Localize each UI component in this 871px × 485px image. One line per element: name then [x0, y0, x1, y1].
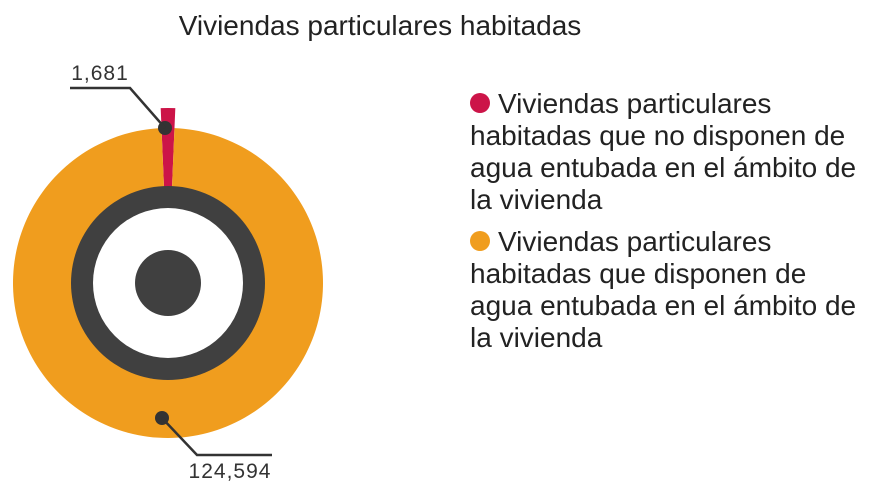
legend-swatch — [470, 231, 490, 251]
value-label: 1,681 — [71, 62, 129, 85]
legend-item: Viviendas particulares habitadas que no … — [470, 88, 865, 216]
legend-label: Viviendas particulares habitadas que no … — [470, 88, 857, 215]
value-label: 124,594 — [189, 460, 272, 483]
leader-line — [161, 417, 272, 457]
legend-item: Viviendas particulares habitadas que dis… — [470, 226, 865, 354]
legend-swatch — [470, 93, 490, 113]
leader-line — [70, 86, 166, 129]
chart-title: Viviendas particulares habitadas — [178, 10, 582, 41]
legend-label: Viviendas particulares habitadas que dis… — [470, 226, 857, 353]
center-dot — [135, 250, 201, 316]
donut-slice — [12, 128, 323, 438]
